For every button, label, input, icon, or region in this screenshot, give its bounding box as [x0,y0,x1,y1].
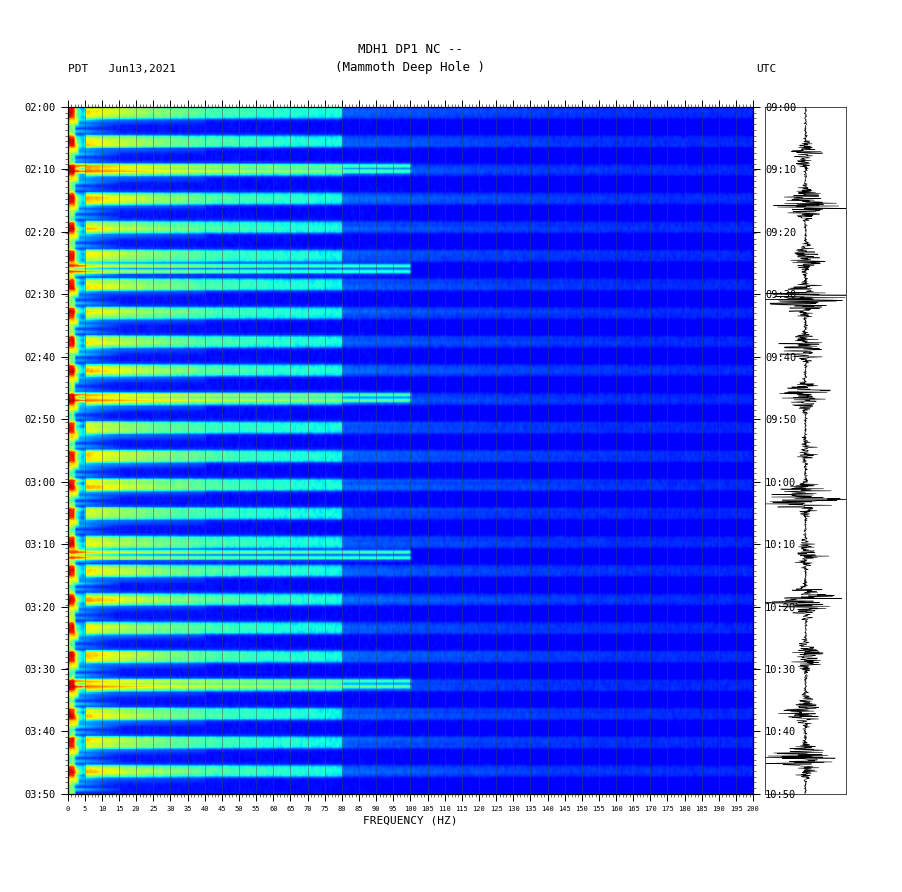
Text: USGS: USGS [27,16,65,29]
Text: UTC: UTC [756,64,776,74]
Text: ▲: ▲ [13,18,22,28]
X-axis label: FREQUENCY (HZ): FREQUENCY (HZ) [364,816,457,826]
Text: MDH1 DP1 NC --: MDH1 DP1 NC -- [358,43,463,56]
Text: (Mammoth Deep Hole ): (Mammoth Deep Hole ) [336,61,485,74]
Text: PDT   Jun13,2021: PDT Jun13,2021 [68,64,176,74]
